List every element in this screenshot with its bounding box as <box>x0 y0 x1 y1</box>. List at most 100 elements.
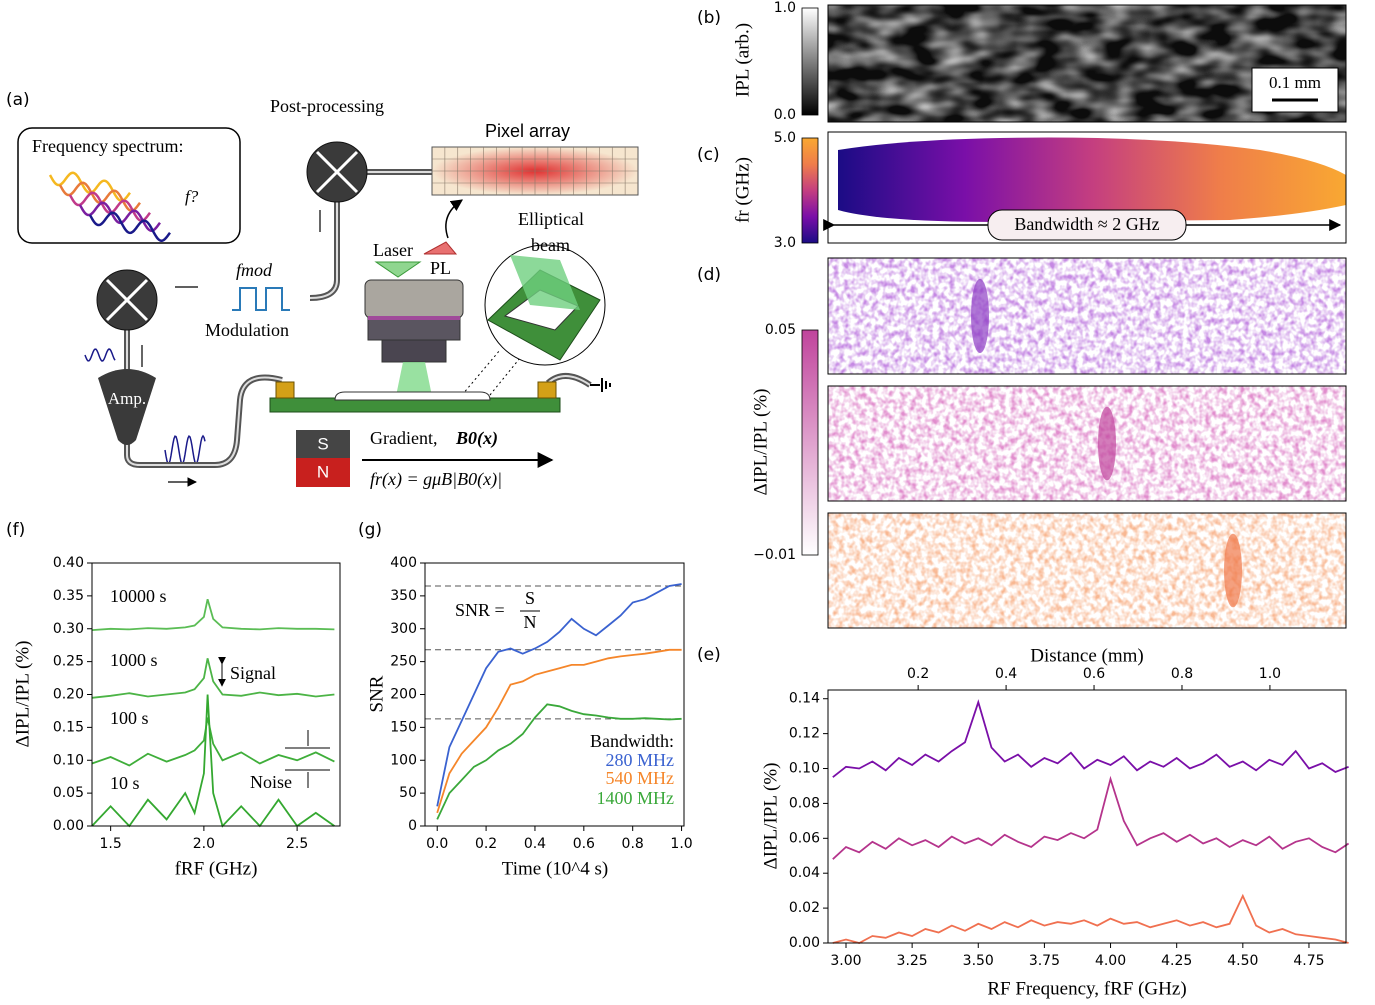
series-line <box>91 694 335 828</box>
series-label: 100 s <box>110 708 149 728</box>
panel-label: (a) <box>6 90 30 110</box>
y-tick-label: 100 <box>390 752 417 768</box>
pixel-grid <box>432 147 638 195</box>
y-tick-label: 0.08 <box>789 795 820 811</box>
y-tick-label: 0.15 <box>53 719 84 735</box>
spectrum-wave <box>88 211 171 242</box>
colorbar-tick-label: 3.0 <box>774 235 796 251</box>
x-axis-label: Time (10^4 s) <box>502 858 608 879</box>
pixel-array-label: Pixel array <box>485 121 570 141</box>
modulation-wave <box>232 287 290 311</box>
x2-axis-label: Distance (mm) <box>1030 645 1143 666</box>
series-line <box>91 717 335 767</box>
objective <box>367 317 461 341</box>
colorbar-tick-label: 0.05 <box>765 322 796 338</box>
x2-tick-label: 0.6 <box>1083 666 1105 682</box>
annotation: Noise <box>250 772 292 792</box>
image-frame <box>827 4 1347 123</box>
panel-label: (c) <box>697 145 720 165</box>
x-axis-label: fRF (GHz) <box>175 858 258 879</box>
colorbar-tick-label: 0.0 <box>774 107 796 123</box>
y-tick-label: 300 <box>390 621 417 637</box>
y-tick-label: 0.10 <box>789 761 820 777</box>
y-tick-label: 0.02 <box>789 900 820 916</box>
y-tick-label: 400 <box>390 555 417 571</box>
spectrum-title: Frequency spectrum: <box>32 136 183 156</box>
x-tick-label: 4.25 <box>1161 953 1192 969</box>
series-line <box>832 699 1349 778</box>
y-tick-label: 250 <box>390 654 417 670</box>
zoom-line <box>461 349 521 396</box>
objective <box>381 339 447 363</box>
image-texture <box>828 386 1346 501</box>
rf-wave <box>164 434 206 466</box>
series-label: 540 MHz <box>606 768 675 788</box>
y-tick-label: 0.00 <box>53 818 84 834</box>
spectrum-wave <box>78 201 161 232</box>
x-tick-label: 0.0 <box>426 836 448 852</box>
x2-tick-label: 0.2 <box>907 666 929 682</box>
laser-beam-icon <box>374 261 422 278</box>
colorbar-tick-label: 5.0 <box>774 130 796 146</box>
laser-label: Laser <box>373 240 413 260</box>
series-label: 1000 s <box>110 650 158 670</box>
image-frame <box>827 257 1347 375</box>
connector <box>275 381 295 399</box>
y-tick-label: 0.14 <box>789 691 820 707</box>
y-tick-label: 0.20 <box>53 687 84 703</box>
x-tick-label: 4.50 <box>1227 953 1258 969</box>
unknown-frequency: f? <box>185 187 199 206</box>
pl-icon <box>423 241 458 255</box>
series-label: 10000 s <box>110 586 167 606</box>
scale-bar-box <box>1251 67 1339 113</box>
x-tick-label: 0.2 <box>475 836 497 852</box>
x-tick-label: 1.0 <box>670 836 692 852</box>
y-tick-label: 0.25 <box>53 654 84 670</box>
y-tick-label: 0.04 <box>789 865 820 881</box>
magnet-north <box>296 458 350 487</box>
colorbar-tick-label: 1.0 <box>774 0 796 16</box>
objective <box>364 279 464 319</box>
plot-frame <box>424 562 685 827</box>
image-frame <box>827 131 1347 244</box>
y-tick-label: 0.30 <box>53 621 84 637</box>
y-tick-label: 0.12 <box>789 726 820 742</box>
annotation: Signal <box>230 663 276 683</box>
series-line <box>436 648 682 814</box>
colorbar-label: fr (GHz) <box>732 157 753 223</box>
y-tick-label: 50 <box>399 785 417 801</box>
x-tick-label: 0.6 <box>573 836 595 852</box>
image-texture <box>828 513 1346 628</box>
y-tick-label: 350 <box>390 588 417 604</box>
colorbar <box>801 137 819 244</box>
resonance-streak <box>971 278 989 354</box>
colorbar <box>801 7 819 116</box>
post-processing-label: Post-processing <box>270 96 384 116</box>
x2-tick-label: 0.4 <box>995 666 1017 682</box>
magnet-south <box>296 430 350 458</box>
noise-marker <box>285 730 330 788</box>
legend-title: Bandwidth: <box>590 731 674 751</box>
y-tick-label: 0.05 <box>53 785 84 801</box>
y-tick-label: 0.00 <box>789 935 820 951</box>
colorbar-label: IPL (arb.) <box>732 23 753 97</box>
connector <box>537 381 557 399</box>
y-tick-label: 0.40 <box>53 555 84 571</box>
x2-tick-label: 1.0 <box>1259 666 1281 682</box>
x-tick-label: 0.4 <box>524 836 546 852</box>
series-line <box>436 703 682 820</box>
panel-label: (d) <box>697 265 721 285</box>
image-frame <box>827 512 1347 629</box>
x-tick-label: 0.8 <box>622 836 644 852</box>
x-tick-label: 2.5 <box>286 836 308 852</box>
y-tick-label: 0.06 <box>789 830 820 846</box>
y-tick-label: 0.10 <box>53 752 84 768</box>
north-label: N <box>317 462 329 481</box>
x-axis-label: RF Frequency, fRF (GHz) <box>987 978 1186 999</box>
mixer-x <box>315 150 359 194</box>
panel-label: (g) <box>358 520 382 540</box>
beam-label: Elliptical <box>518 209 584 229</box>
x2-tick-label: 0.8 <box>1171 666 1193 682</box>
gradient-label: Gradient, <box>370 428 437 448</box>
plot-frame <box>91 562 341 827</box>
